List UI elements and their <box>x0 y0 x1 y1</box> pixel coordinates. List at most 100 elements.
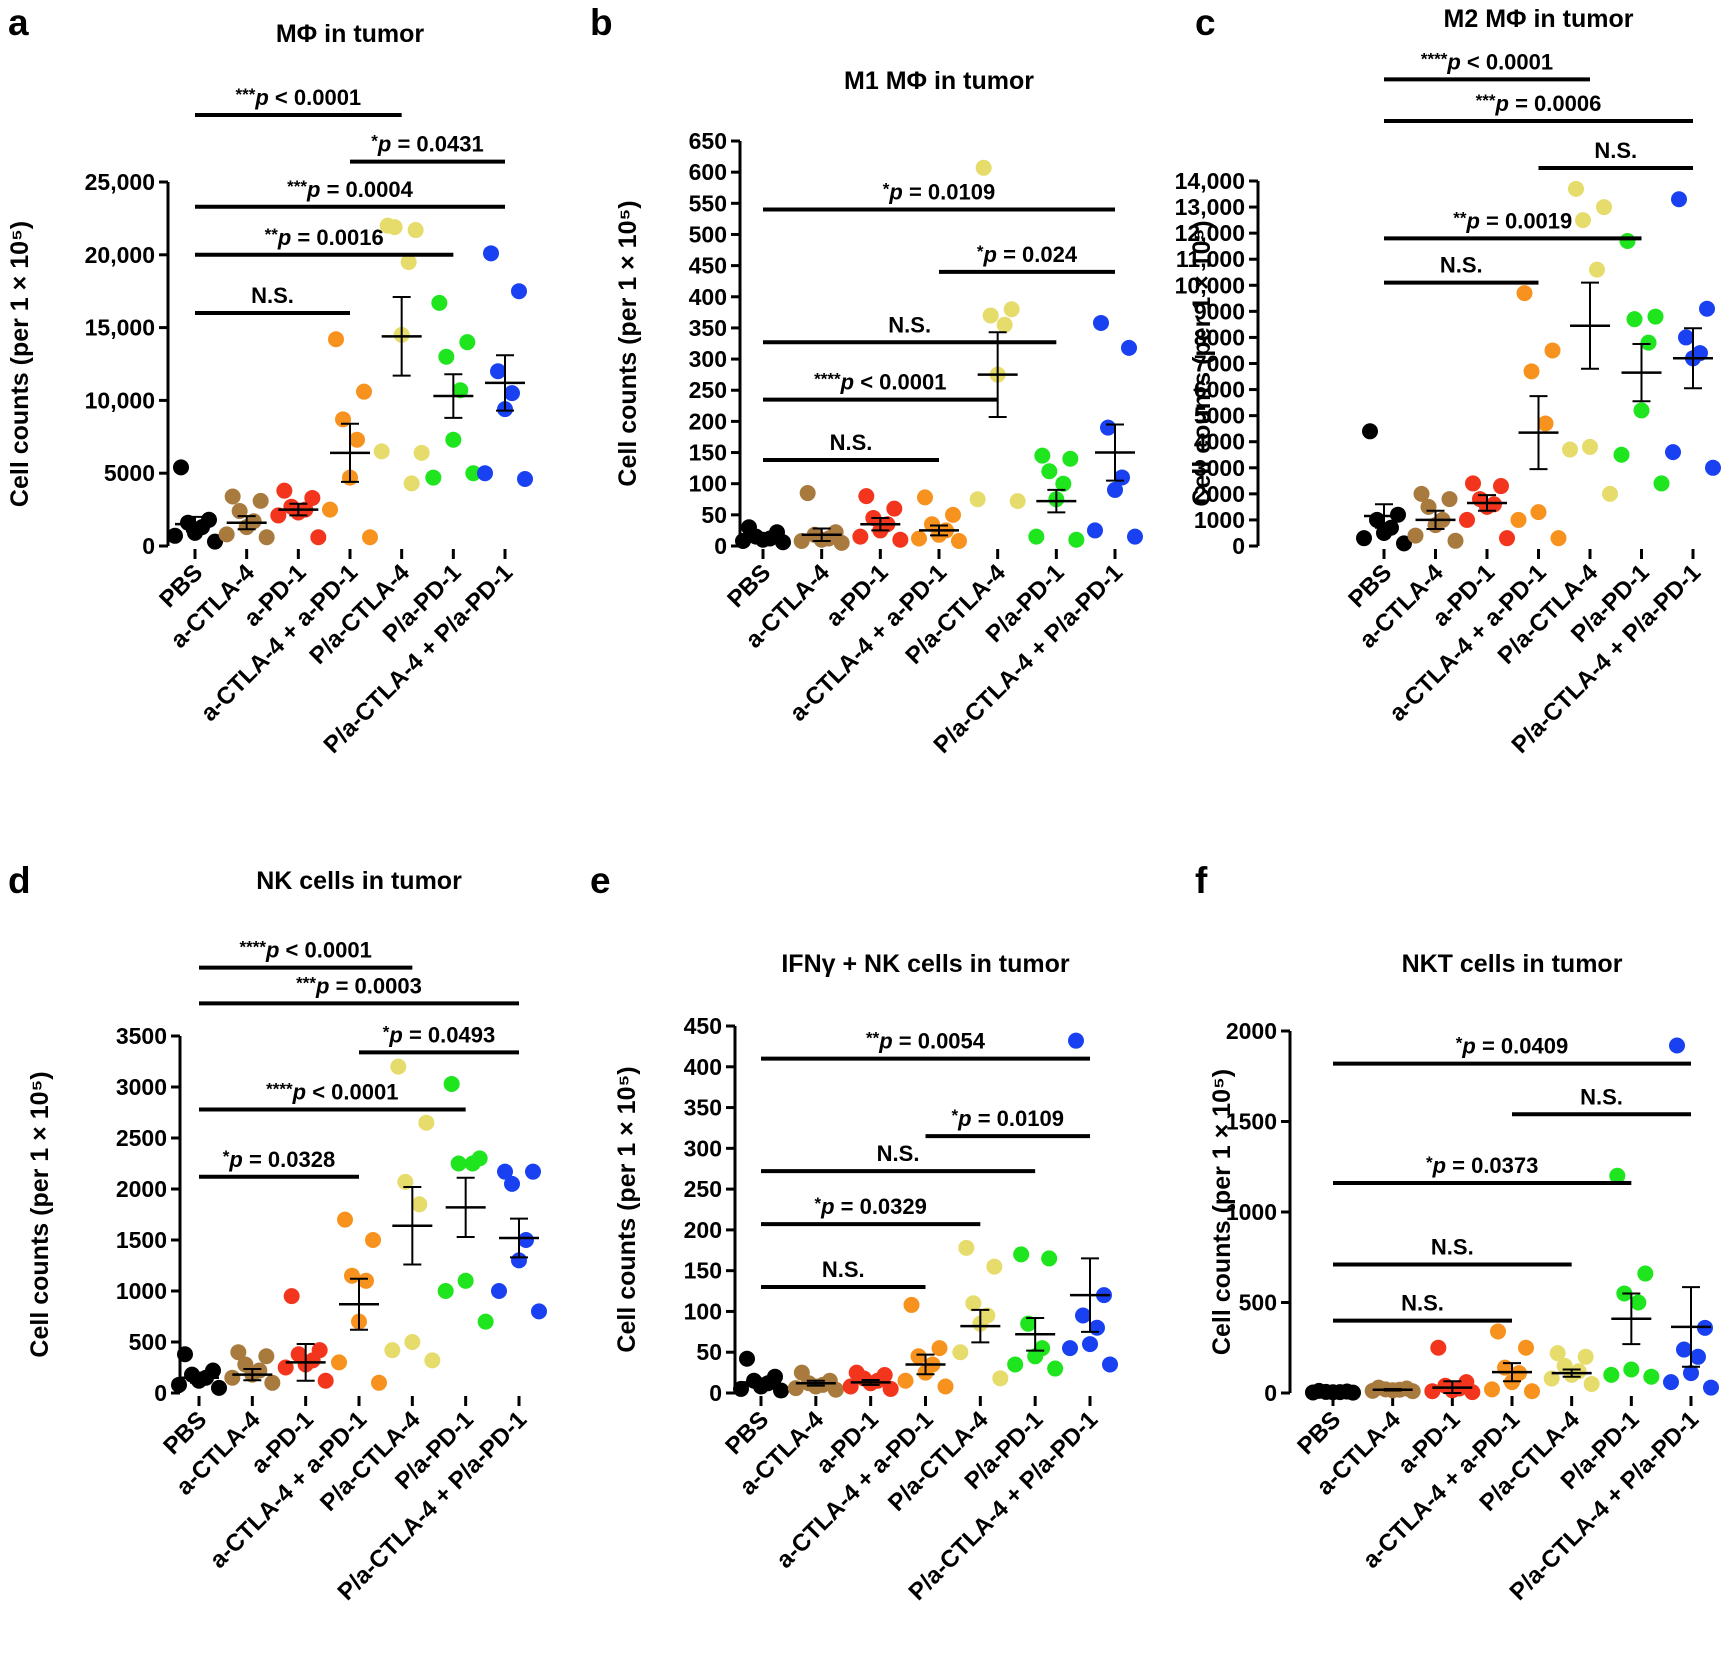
y-tick-label: 8000 <box>1194 324 1245 350</box>
data-point <box>211 1379 227 1396</box>
data-point <box>1062 1340 1078 1357</box>
significance-label: *p = 0.0431 <box>371 132 483 157</box>
data-point <box>1376 524 1392 541</box>
significance-label: ***p < 0.0001 <box>235 85 361 110</box>
y-tick-label: 2000 <box>116 1176 167 1202</box>
data-point <box>1683 1365 1699 1382</box>
data-point <box>477 1313 494 1330</box>
data-point <box>1465 475 1481 492</box>
data-point <box>1499 530 1515 547</box>
significance-label: ***p = 0.0006 <box>1476 91 1602 116</box>
data-point <box>1082 1336 1098 1353</box>
significance-label: *p = 0.0329 <box>814 1194 926 1219</box>
y-tick-label: 650 <box>689 128 727 154</box>
chart-title: NKT cells in tumor <box>1402 950 1623 978</box>
data-point <box>337 1211 353 1228</box>
y-axis-label: Cell counts (per 1 × 10⁵) <box>613 1066 641 1352</box>
y-tick-label: 10,000 <box>85 387 155 413</box>
data-point <box>504 385 520 402</box>
data-point <box>258 1348 275 1365</box>
data-point <box>425 469 442 486</box>
y-tick-label: 4000 <box>1194 429 1245 455</box>
y-tick-label: 350 <box>684 1095 722 1121</box>
y-tick-label: 5000 <box>104 460 155 486</box>
data-point <box>996 316 1013 333</box>
data-point <box>310 529 327 546</box>
significance-label: N.S. <box>888 312 931 337</box>
y-tick-label: 300 <box>684 1135 722 1161</box>
data-point <box>1390 506 1406 523</box>
data-point <box>356 383 372 400</box>
data-point <box>965 1295 982 1312</box>
data-point <box>1100 419 1116 436</box>
y-tick-label: 400 <box>684 1054 722 1080</box>
data-point <box>903 1296 920 1313</box>
data-point <box>1609 1167 1626 1184</box>
y-tick-label: 10,000 <box>1175 272 1245 298</box>
data-point <box>1362 423 1378 440</box>
panel-f: f NKT cells in tumor 0 500 1000 1500 2000 Cell … <box>1195 860 1719 1606</box>
data-point <box>418 1114 435 1131</box>
panel-letter: f <box>1195 860 1208 901</box>
data-point <box>187 524 203 541</box>
data-point <box>1619 232 1636 249</box>
data-point <box>1643 1368 1660 1385</box>
data-point <box>1484 1381 1500 1398</box>
data-point <box>1041 463 1058 480</box>
data-point <box>1637 1265 1654 1282</box>
data-point <box>1518 1339 1534 1356</box>
y-tick-label: 500 <box>689 221 727 247</box>
y-tick-label: 15,000 <box>85 315 155 341</box>
y-tick-label: 3000 <box>1194 455 1245 481</box>
data-point <box>322 501 338 518</box>
data-point <box>438 348 455 365</box>
data-point <box>1107 481 1123 498</box>
data-point <box>304 489 321 506</box>
data-point <box>1055 475 1072 492</box>
significance-label: *p = 0.0109 <box>952 1106 1064 1131</box>
data-point <box>1603 1366 1620 1383</box>
data-point <box>1653 475 1670 492</box>
y-tick-label: 1000 <box>116 1278 167 1304</box>
data-point <box>404 1334 421 1350</box>
x-category-label: PBS <box>1292 1406 1346 1460</box>
significance-label: **p = 0.0019 <box>1453 208 1572 233</box>
data-point <box>1562 441 1578 458</box>
data-point <box>1582 438 1598 455</box>
y-axis-label: Cell counts (per 1 × 10⁵) <box>1188 220 1216 506</box>
data-point <box>411 1196 428 1213</box>
data-point <box>910 1348 927 1365</box>
significance-label: *p = 0.0109 <box>883 180 995 205</box>
data-point <box>1676 1341 1692 1358</box>
data-point <box>276 482 293 499</box>
data-point <box>799 485 816 502</box>
y-axis-label: Cell counts (per 1 × 10⁵) <box>6 221 34 507</box>
data-point <box>1524 1383 1540 1400</box>
panel-letter: d <box>8 860 31 901</box>
data-point <box>1447 532 1464 549</box>
y-tick-label: 100 <box>689 471 727 497</box>
chart-title: IFNγ + NK cells in tumor <box>781 950 1070 978</box>
y-axis-label: Cell counts (per 1 × 10⁵) <box>1208 1069 1236 1355</box>
data-point <box>969 491 986 508</box>
data-point <box>1087 522 1103 539</box>
data-point <box>827 1381 844 1398</box>
y-tick-label: 150 <box>684 1258 722 1284</box>
data-point <box>231 503 248 520</box>
significance-label: **p = 0.0054 <box>866 1029 986 1054</box>
data-point <box>511 283 527 300</box>
data-point <box>1665 444 1681 461</box>
data-point <box>1034 447 1051 464</box>
significance-label: *p = 0.0328 <box>223 1147 335 1172</box>
data-point <box>1459 511 1475 528</box>
significance-label: N.S. <box>822 1257 865 1282</box>
y-tick-label: 2000 <box>1226 1018 1277 1044</box>
significance-label: **p = 0.0016 <box>265 225 384 250</box>
significance-label: N.S. <box>1440 253 1483 278</box>
data-point <box>1009 493 1026 510</box>
y-tick-label: 3500 <box>116 1023 167 1049</box>
significance-label: ***p = 0.0003 <box>296 973 422 998</box>
y-tick-label: 200 <box>689 408 727 434</box>
panel-a: a MΦ in tumor 0 5000 10,000 15,000 20,000 25,00… <box>6 2 533 759</box>
